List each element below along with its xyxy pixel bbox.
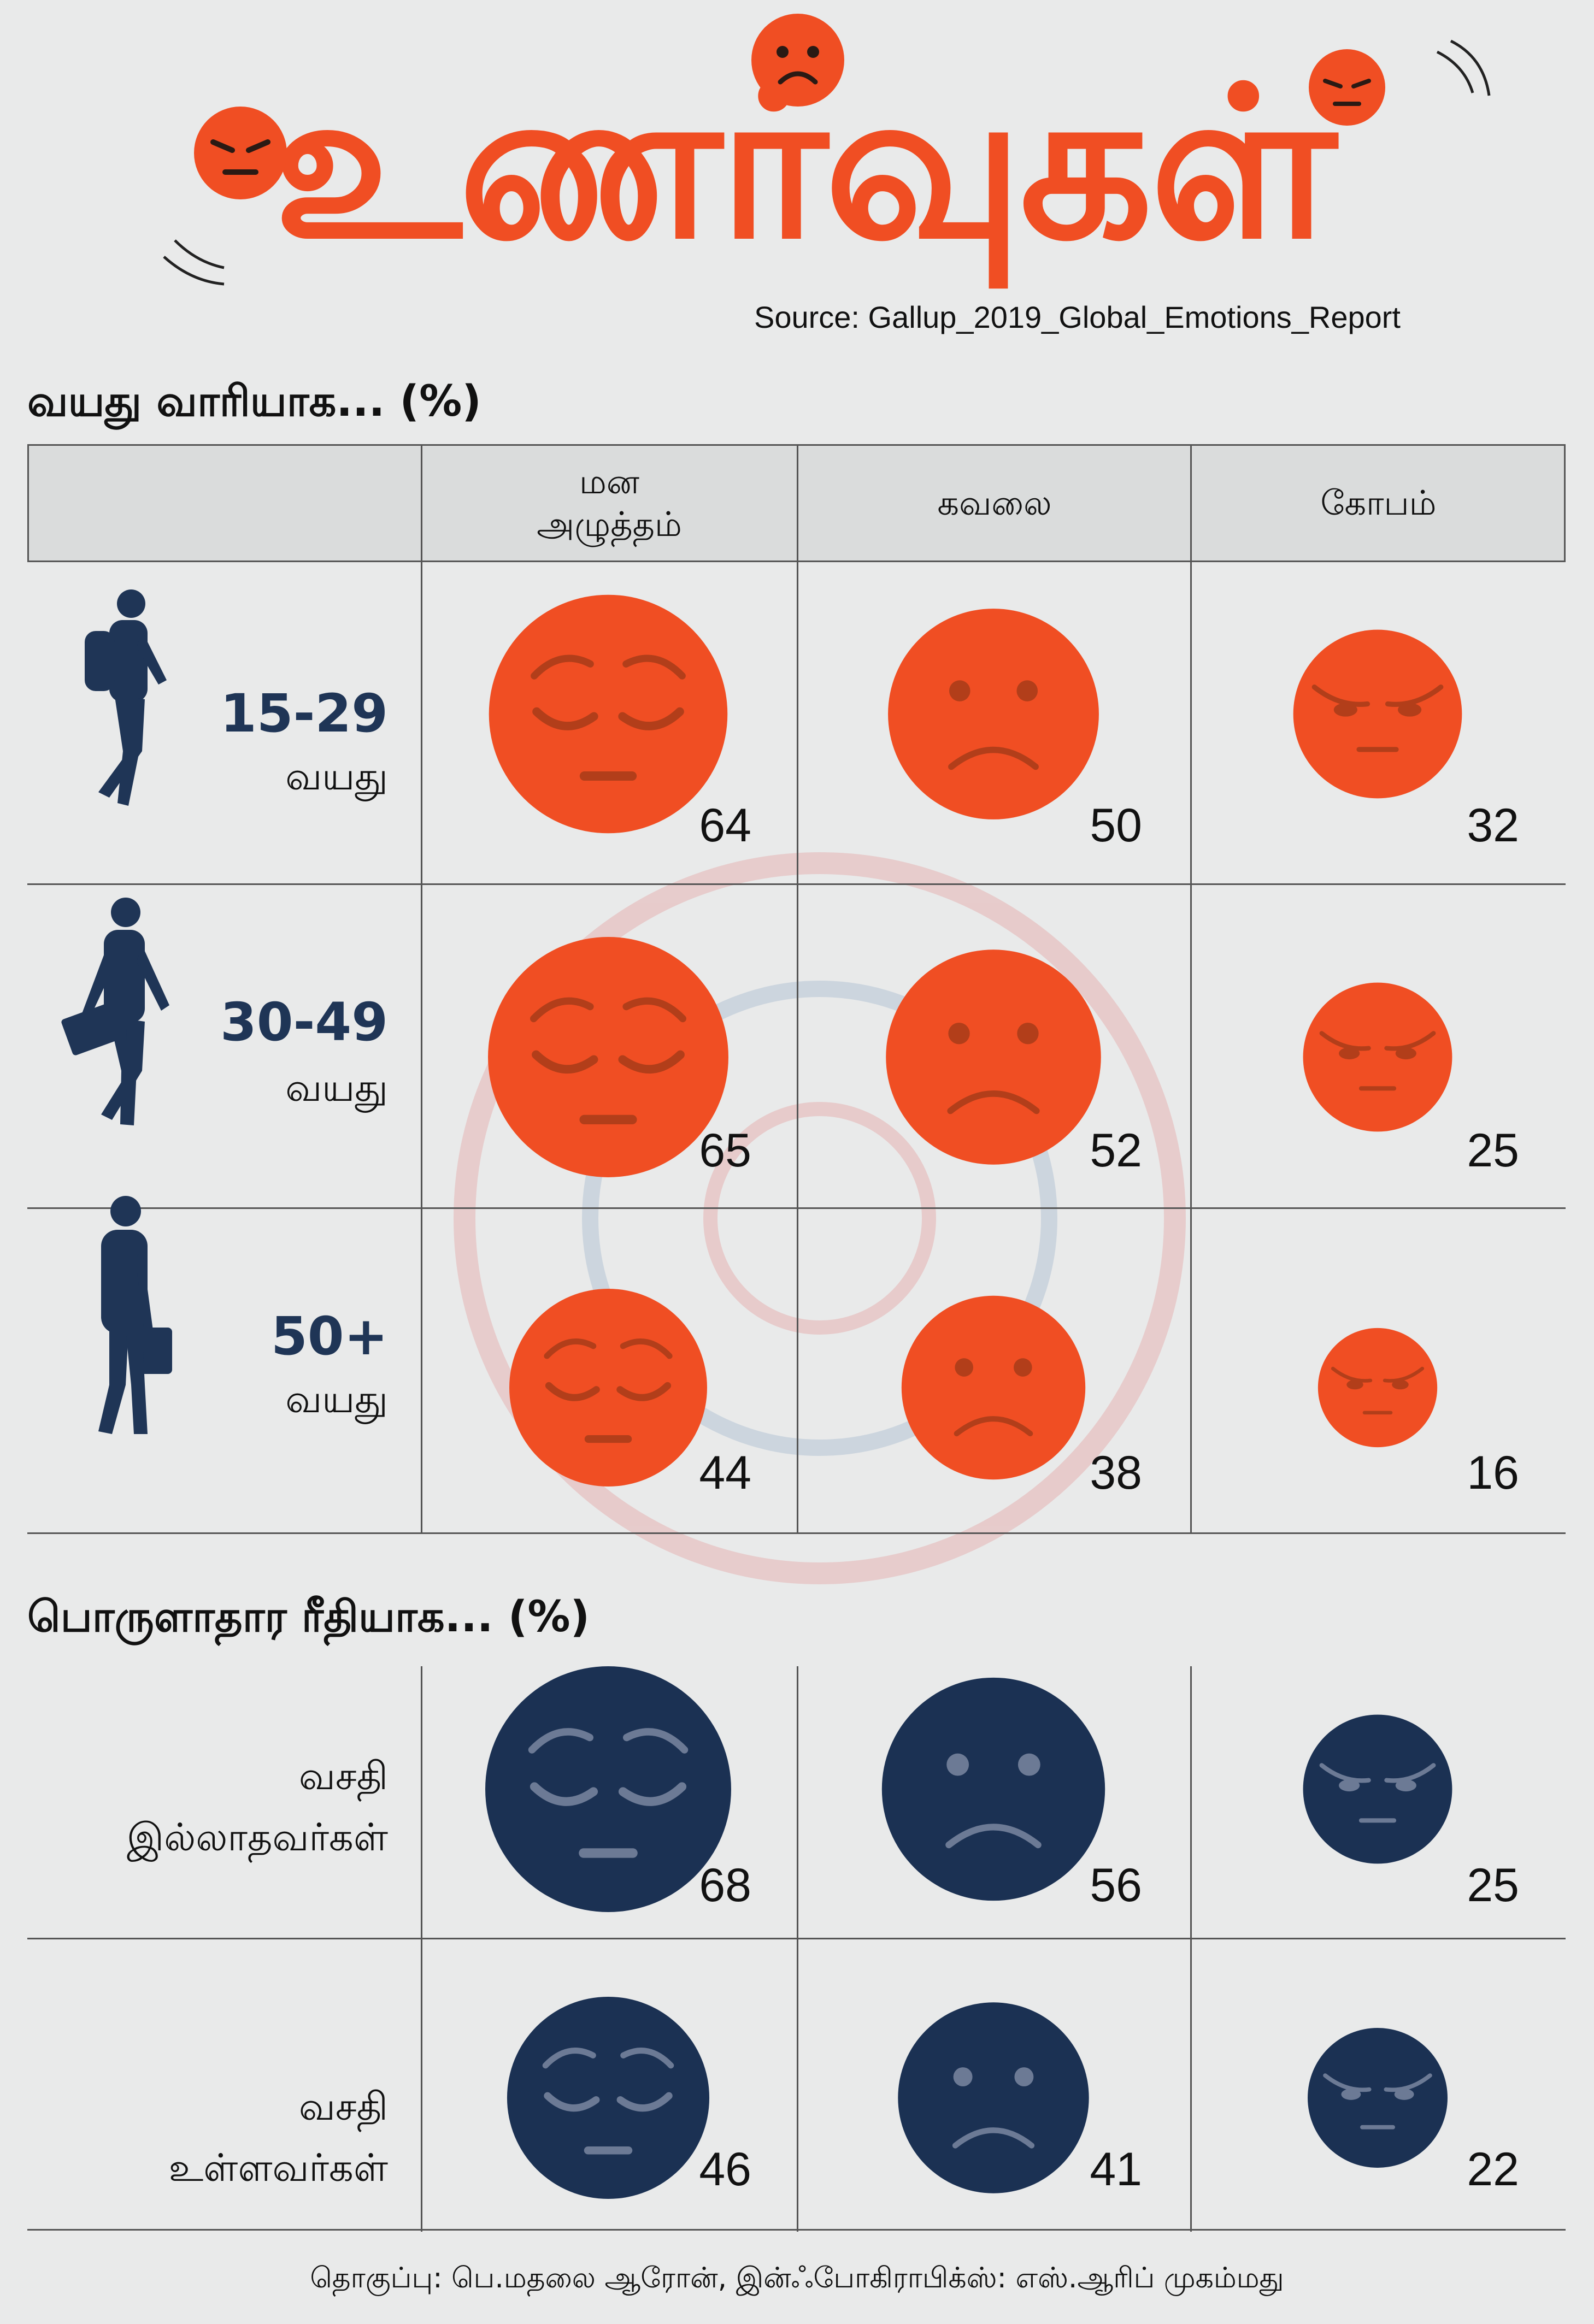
age-unit: வயது (285, 1065, 388, 1110)
grid-line (27, 1938, 1566, 1939)
face-stress-age-2 (509, 1289, 707, 1487)
age-label-15-29: 15-29 (220, 683, 388, 744)
table-header-bg (27, 445, 1566, 561)
face-worry-age-1 (886, 949, 1101, 1165)
sad-face-icon (751, 14, 844, 107)
age-section-title: வயது வாரியாக... (%) (27, 377, 481, 426)
value-worry-econ-0: 56 (1090, 1859, 1142, 1912)
walking-elder-briefcase-icon (98, 1196, 172, 1434)
value-anger-age-0: 32 (1467, 799, 1519, 852)
face-anger-econ-0 (1303, 1714, 1452, 1864)
grid-line (421, 1666, 422, 2232)
value-anger-econ-1: 22 (1467, 2143, 1519, 2196)
value-anger-econ-0: 25 (1467, 1859, 1519, 1912)
econ-section-title: பொருளாதார ரீதியாக... (%) (27, 1592, 590, 1642)
grid-line (1564, 444, 1566, 562)
value-stress-age-2: 44 (699, 1447, 751, 1499)
grid-line (27, 883, 1566, 885)
angry-face-icon (194, 107, 287, 199)
age-unit: வயது (285, 754, 388, 799)
face-stress-econ-0 (485, 1666, 731, 1912)
face-stress-econ-1 (507, 1996, 710, 2199)
face-anger-econ-1 (1308, 2028, 1448, 2168)
grid-line (27, 1532, 1566, 1534)
grid-line (27, 444, 1566, 446)
face-worry-age-0 (888, 609, 1099, 819)
column-header-worry: கவலை (937, 483, 1052, 523)
motion-lines-icon (163, 39, 1491, 286)
age-unit: வயது (285, 1377, 388, 1421)
grid-line (421, 444, 422, 1534)
face-worry-econ-0 (881, 1677, 1105, 1901)
grid-line (27, 444, 29, 562)
grid-line (27, 2229, 1566, 2231)
credit-line: தொகுப்பு: பெ.மதலை ஆரோன், இன்ஃபோகிராபிக்ஸ… (310, 2262, 1284, 2294)
walking-man-briefcase-icon (61, 898, 169, 1125)
age-label-50-plus: 50+ (270, 1306, 388, 1367)
value-worry-age-2: 38 (1090, 1447, 1142, 1499)
value-worry-econ-1: 41 (1090, 2143, 1142, 2196)
column-header-anger: கோபம் (1320, 483, 1437, 523)
face-stress-age-1 (488, 937, 728, 1177)
grid-line (1190, 444, 1192, 1534)
value-stress-age-0: 64 (699, 799, 751, 852)
value-worry-age-1: 52 (1090, 1124, 1142, 1177)
face-anger-age-0 (1293, 629, 1462, 799)
row-label-poor: வசதி இல்லாதவர்கள் (127, 1754, 388, 1860)
age-label-30-49: 30-49 (220, 992, 388, 1053)
value-worry-age-0: 50 (1090, 799, 1142, 852)
value-anger-age-2: 16 (1467, 1447, 1519, 1499)
source-note: Source: Gallup_2019_Global_Emotions_Repo… (754, 300, 1401, 334)
grid-line (27, 561, 1566, 562)
face-anger-age-2 (1317, 1328, 1438, 1448)
title-decoration (163, 14, 1491, 286)
grid-line (27, 1207, 1566, 1209)
annoyed-face-icon (1309, 49, 1385, 126)
walking-youth-icon (85, 589, 167, 806)
value-stress-age-1: 65 (699, 1124, 751, 1177)
grid-line (1190, 1666, 1192, 2232)
row-label-rich: வசதி உள்ளவர்கள் (168, 2084, 388, 2190)
face-stress-age-0 (489, 594, 728, 834)
face-worry-econ-1 (898, 2002, 1089, 2193)
grid-line (797, 1666, 798, 2232)
value-stress-econ-1: 46 (699, 2143, 751, 2196)
column-header-stress: மன அழுத்தம் (537, 462, 682, 544)
face-worry-age-2 (901, 1295, 1086, 1480)
value-anger-age-1: 25 (1467, 1124, 1519, 1177)
grid-line (797, 444, 798, 1534)
value-stress-econ-0: 68 (699, 1859, 751, 1912)
face-anger-age-1 (1303, 982, 1452, 1132)
